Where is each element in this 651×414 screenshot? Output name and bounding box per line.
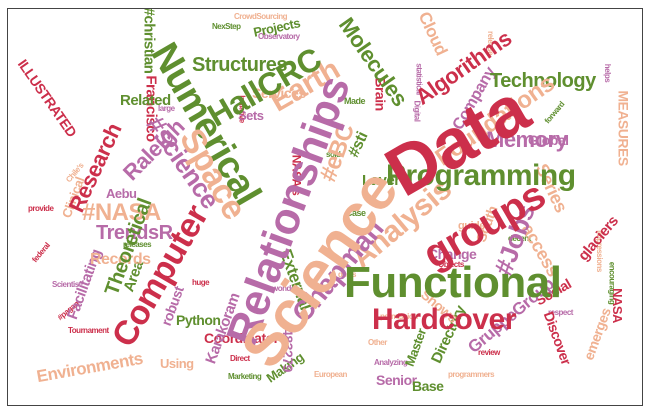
word-nasa-tag: #NASA bbox=[82, 199, 161, 226]
word-programming: Programming bbox=[386, 159, 576, 192]
word-releases: releases bbox=[123, 240, 152, 249]
word-hardcover: Hardcover bbox=[372, 303, 516, 336]
word-objects: Objects bbox=[438, 260, 464, 269]
word-scientist: Scientist bbox=[52, 280, 81, 289]
word-aebu: Aebu bbox=[106, 186, 137, 201]
word-direct: Direct bbox=[230, 354, 250, 363]
word-sets: Sets bbox=[238, 108, 264, 123]
word-environments: Environments bbox=[35, 348, 145, 387]
word-huge: huge bbox=[192, 278, 210, 287]
word-forward: forward bbox=[542, 99, 567, 126]
word-nasa: NASA bbox=[609, 288, 625, 323]
word-european: European bbox=[314, 370, 347, 379]
word-structures: Structures bbox=[192, 54, 288, 76]
word-python: Python bbox=[176, 312, 221, 328]
word-tournament: Tournament bbox=[68, 326, 109, 335]
word-technology: Technology bbox=[490, 70, 596, 92]
word-emerges: emerges bbox=[580, 305, 614, 363]
word-helps: helps bbox=[603, 63, 613, 83]
word-large: large bbox=[158, 104, 175, 113]
word-observatory: Observatory bbox=[258, 32, 300, 41]
word-guide: guide bbox=[458, 220, 485, 232]
word-coordinator: Coordinator bbox=[204, 330, 279, 346]
word-sold: sold bbox=[326, 150, 341, 159]
word-wonder: wonder bbox=[272, 284, 298, 293]
word-cloud: Cloud bbox=[414, 8, 452, 59]
word-review: review bbox=[478, 348, 500, 357]
word-permission: permission bbox=[380, 312, 418, 321]
word-global: Global bbox=[528, 132, 569, 148]
word-discover: Discover bbox=[540, 309, 575, 367]
word-crowdsourcing: CrowdSourcing bbox=[234, 12, 288, 21]
word-federal: federal bbox=[30, 241, 52, 265]
word-change: Change bbox=[428, 246, 477, 262]
word-services: Services bbox=[252, 85, 306, 101]
word-memory: Memory bbox=[486, 127, 568, 152]
word-related: Related bbox=[120, 92, 171, 109]
word-cloud: CrowdSourcing NexStep Observatory Initia… bbox=[7, 8, 643, 406]
word-nextstep: NexStep bbox=[212, 22, 241, 31]
word-base: Base bbox=[412, 378, 444, 394]
word-analyzing: Analyzing bbox=[374, 358, 408, 367]
word-provide: provide bbox=[28, 204, 54, 213]
word-made: Made bbox=[344, 96, 366, 106]
word-case: Case bbox=[346, 208, 366, 218]
word-layer: Layer bbox=[362, 172, 400, 189]
word-other: Other bbox=[368, 338, 387, 347]
word-measures: MEASURES bbox=[615, 90, 632, 166]
word-functional: Functional bbox=[344, 258, 562, 307]
word-records: Records bbox=[90, 251, 151, 268]
word-illustrated: ILLUSTRATED bbox=[14, 56, 80, 140]
word-deals: deals bbox=[338, 270, 356, 279]
word-senior: Senior bbox=[376, 372, 417, 388]
word-decent: decent bbox=[508, 234, 531, 243]
word-trendsr: TrendsR bbox=[96, 222, 173, 244]
word-marketing: Marketing bbox=[228, 372, 262, 381]
word-using: Using bbox=[160, 356, 194, 371]
word-respect: respect bbox=[548, 308, 573, 317]
word-programmers: programmers bbox=[448, 370, 495, 379]
